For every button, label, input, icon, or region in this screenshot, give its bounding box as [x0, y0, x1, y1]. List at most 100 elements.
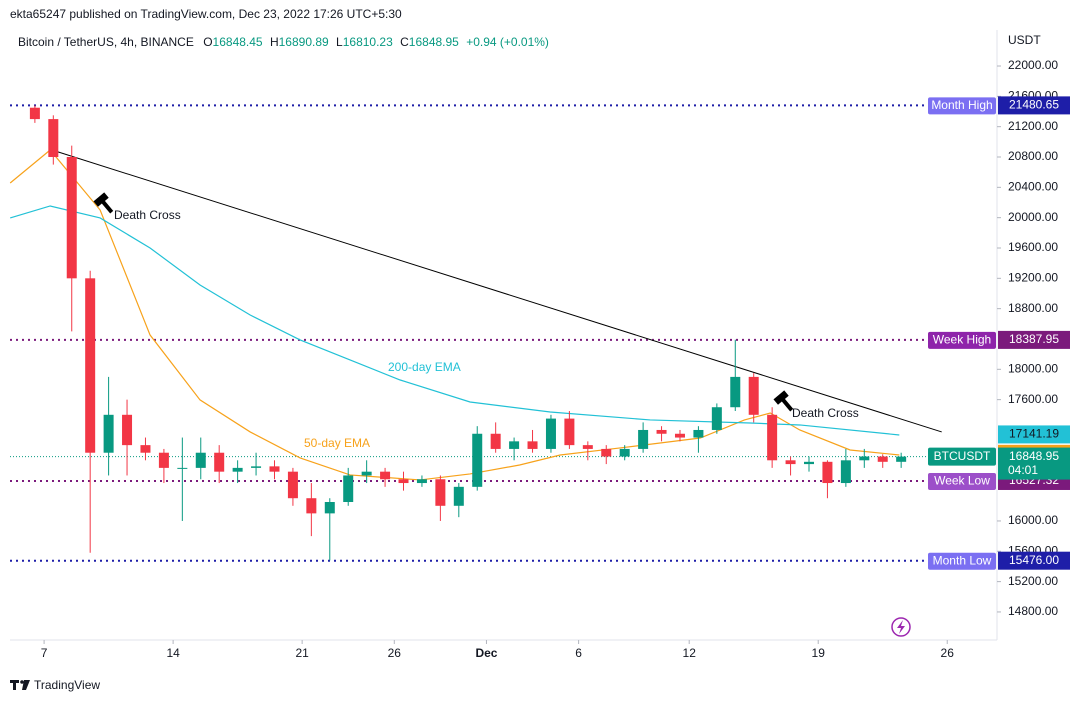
- x-tick-label: 14: [166, 646, 180, 660]
- alert-icon[interactable]: [891, 617, 911, 637]
- candle-body: [214, 452, 225, 472]
- level-value: 18387.95: [1009, 332, 1059, 346]
- logo: [20, 680, 24, 684]
- candle-body: [545, 418, 556, 449]
- annotation: 200-day EMA: [388, 360, 461, 374]
- y-tick-label: 21200.00: [1008, 119, 1058, 133]
- candle-body: [601, 448, 612, 457]
- candle-body: [251, 466, 262, 468]
- y-tick-label: 18800.00: [1008, 301, 1058, 315]
- candle-body: [269, 466, 280, 472]
- candle-body: [748, 376, 759, 415]
- candle-body: [380, 471, 391, 480]
- y-tick-label: 20400.00: [1008, 180, 1058, 194]
- y-unit: USDT: [1008, 33, 1041, 47]
- ohlc-key: C: [400, 35, 409, 49]
- candle-body: [158, 452, 169, 468]
- x-tick-label: 19: [812, 646, 826, 660]
- candle-body: [711, 407, 722, 430]
- price-value-tag: [998, 447, 1070, 480]
- y-tick-label: 16000.00: [1008, 513, 1058, 527]
- x-tick-label: 7: [41, 646, 48, 660]
- candle-body: [177, 467, 188, 469]
- candle-body: [453, 486, 464, 506]
- x-tick-label: 26: [941, 646, 955, 660]
- candle-body: [804, 461, 814, 465]
- level-name: Month Low: [933, 553, 992, 567]
- candle-body: [693, 429, 704, 438]
- candle-body: [822, 461, 833, 484]
- x-tick-label: 21: [295, 646, 309, 660]
- candle-body: [767, 414, 778, 461]
- candle-body: [306, 498, 317, 514]
- candle-body: [564, 418, 575, 446]
- level-value: 21480.65: [1009, 98, 1059, 112]
- candle-body: [343, 475, 354, 503]
- candle-body: [730, 376, 741, 408]
- hammer-icon: [773, 390, 794, 412]
- level-name: Week High: [933, 333, 991, 347]
- change: +0.94 (+0.01%): [466, 35, 549, 49]
- level-name-tag: [928, 97, 996, 115]
- candle-body: [877, 456, 888, 462]
- symbol-tag: [928, 447, 996, 466]
- annotation: 50-day EMA: [304, 436, 370, 450]
- symbol: Bitcoin / TetherUS, 4h, BINANCE: [18, 35, 194, 49]
- candle-body: [638, 429, 649, 449]
- trendline: [51, 149, 942, 433]
- candle-body: [232, 467, 243, 472]
- candle-body: [85, 278, 96, 453]
- candle-body: [840, 460, 851, 484]
- candle-body: [140, 445, 151, 453]
- x-tick-label: 26: [388, 646, 402, 660]
- y-tick-label: 20000.00: [1008, 210, 1058, 224]
- y-tick-label: 19200.00: [1008, 270, 1058, 284]
- candle-body: [896, 456, 907, 462]
- ohlc-value: 16848.95: [409, 35, 459, 49]
- candle-body: [785, 460, 796, 465]
- candle-body: [619, 448, 630, 457]
- candle-body: [490, 433, 501, 449]
- candle-body: [361, 471, 372, 476]
- y-tick-label: 18000.00: [1008, 361, 1058, 375]
- y-tick-label: 15200.00: [1008, 574, 1058, 588]
- y-tick-label: 14800.00: [1008, 604, 1058, 618]
- candle-body: [48, 119, 59, 158]
- ohlc-key: O: [203, 35, 212, 49]
- level-value: 15476.00: [1009, 553, 1059, 567]
- brand: TradingView: [34, 678, 100, 692]
- legend-line: Bitcoin / TetherUS, 4h, BINANCE O16848.4…: [18, 35, 549, 49]
- level-name-tag: [928, 331, 996, 349]
- candle-body: [435, 479, 446, 506]
- level-name: Week Low: [934, 474, 990, 488]
- candle-body: [656, 429, 667, 434]
- alert-icon[interactable]: [897, 620, 905, 634]
- candle-body: [582, 445, 593, 449]
- ohlc-value: 16810.23: [343, 35, 393, 49]
- logo: [22, 680, 30, 690]
- ema-line: [10, 205, 900, 436]
- candle-body: [324, 502, 335, 514]
- level-value-tag: [998, 330, 1070, 349]
- candle-body: [398, 479, 409, 484]
- price-value: 16848.95: [1009, 449, 1059, 463]
- candle-body: [674, 433, 685, 438]
- annotation: Death Cross: [792, 406, 859, 420]
- level-name-tag: [928, 552, 996, 570]
- ema-line: [9, 149, 900, 481]
- y-tick-label: 19600.00: [1008, 240, 1058, 254]
- annotation: Death Cross: [114, 208, 181, 222]
- level-value-tag: [998, 551, 1070, 570]
- candle-body: [527, 441, 538, 449]
- x-tick-label: 12: [683, 646, 697, 660]
- plot: [9, 104, 997, 562]
- candle-body: [859, 456, 870, 461]
- ema-value-tag: [998, 425, 1070, 444]
- level-name-tag: [928, 472, 996, 490]
- ohlc-key: H: [270, 35, 279, 49]
- hammer-icon: [93, 192, 114, 214]
- ema-value: 17141.19: [1009, 427, 1059, 441]
- symbol: BTCUSDT: [934, 449, 991, 463]
